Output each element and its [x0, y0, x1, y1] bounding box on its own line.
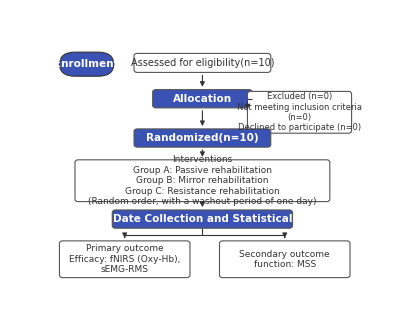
- FancyBboxPatch shape: [112, 210, 293, 228]
- FancyBboxPatch shape: [134, 129, 271, 147]
- FancyBboxPatch shape: [59, 52, 114, 76]
- FancyBboxPatch shape: [219, 241, 350, 278]
- FancyBboxPatch shape: [75, 160, 330, 202]
- Text: Excluded (n=0)
Not meeting inclusion criteria
(n=0)
Declined to participate (n=0: Excluded (n=0) Not meeting inclusion cri…: [237, 92, 362, 132]
- Text: Secondary outcome
function: MSS: Secondary outcome function: MSS: [239, 249, 330, 269]
- FancyBboxPatch shape: [153, 89, 252, 108]
- Text: Enrollment: Enrollment: [55, 59, 119, 69]
- Text: Primary outcome
Efficacy: fNIRS (Oxy-Hb),
sEMG-RMS: Primary outcome Efficacy: fNIRS (Oxy-Hb)…: [69, 244, 180, 274]
- Text: Assessed for eligibility(n=10): Assessed for eligibility(n=10): [131, 58, 274, 68]
- FancyBboxPatch shape: [247, 91, 352, 133]
- Text: Allocation: Allocation: [173, 94, 232, 104]
- Text: Interventions
Group A: Passive rehabilitation
Group B: Mirror rehabilitation
Gro: Interventions Group A: Passive rehabilit…: [88, 155, 317, 206]
- FancyBboxPatch shape: [134, 53, 271, 72]
- Text: Date Collection and Statistical: Date Collection and Statistical: [113, 214, 292, 224]
- FancyBboxPatch shape: [59, 241, 190, 278]
- Text: Randomized(n=10): Randomized(n=10): [146, 133, 259, 143]
